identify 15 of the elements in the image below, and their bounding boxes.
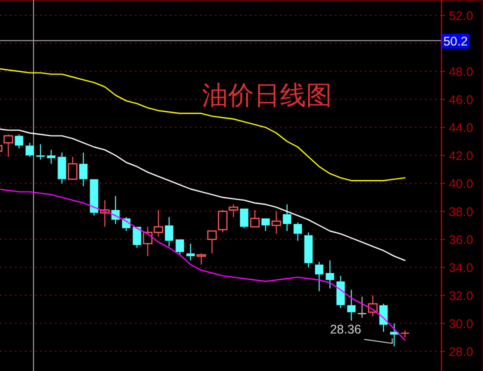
- y-tick-label: 34.0: [448, 260, 474, 275]
- text: 油价日线图: [202, 80, 332, 110]
- y-tick-label: 28.0: [448, 344, 474, 359]
- y-tick-label: 48.0: [448, 64, 474, 79]
- y-tick-label: 30.0: [448, 316, 474, 331]
- y-tick-label: 46.0: [448, 92, 474, 107]
- y-tick-label: 36.0: [448, 232, 474, 247]
- y-tick-label: 44.0: [448, 120, 474, 135]
- y-tick-label: 40.0: [448, 176, 474, 191]
- y-tick-label: 38.0: [448, 204, 474, 219]
- annotation: 28.36: [330, 322, 362, 336]
- ref-line-label: 50.2: [443, 34, 468, 49]
- y-tick-label: 42.0: [448, 148, 474, 163]
- y-tick-label: 32.0: [448, 288, 474, 303]
- y-tick-label: 52.0: [448, 8, 474, 23]
